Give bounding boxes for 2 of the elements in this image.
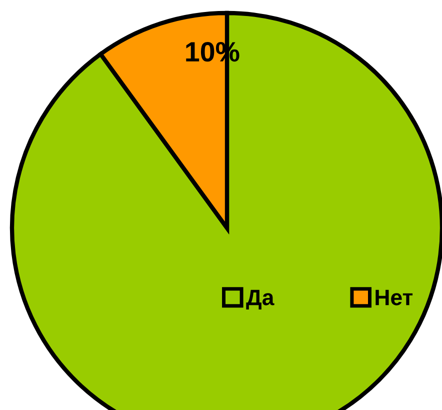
legend-label: Да xyxy=(246,290,274,310)
legend-label: Нет xyxy=(376,290,413,306)
